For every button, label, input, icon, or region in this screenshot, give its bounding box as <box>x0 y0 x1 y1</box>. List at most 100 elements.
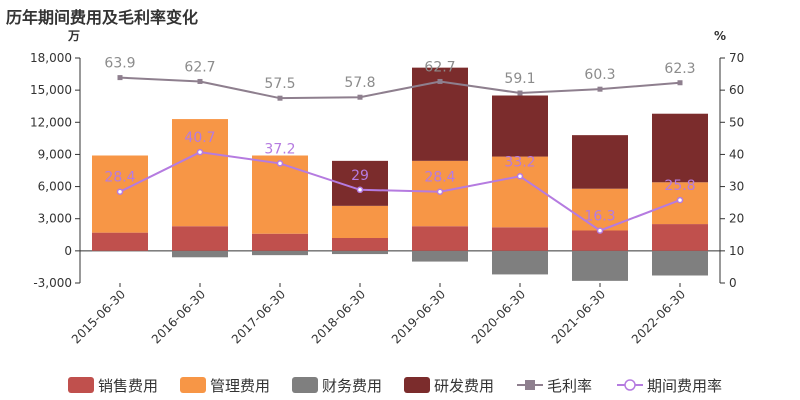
x-tick-label: 2022-06-30 <box>629 287 688 346</box>
line-point <box>596 227 604 234</box>
bar-segment <box>332 205 388 238</box>
y-right-tick-label: 0 <box>729 276 737 290</box>
y-right-tick-label: 20 <box>729 212 744 226</box>
legend-marker <box>624 379 636 391</box>
line-point <box>677 80 683 86</box>
line-point <box>436 188 444 195</box>
data-label: 28.4 <box>424 170 455 186</box>
y-right-tick-label: 40 <box>729 147 744 161</box>
y-right-tick-label: 30 <box>729 180 744 194</box>
data-label: 40.7 <box>184 130 215 146</box>
line-point <box>276 160 284 167</box>
y-left-tick-label: 12,000 <box>30 115 72 129</box>
line-point <box>597 86 603 92</box>
bar-segment <box>252 250 308 256</box>
data-label: 33.2 <box>504 154 535 170</box>
line-point <box>517 90 523 96</box>
data-label: 57.5 <box>264 76 295 92</box>
data-label: 62.3 <box>664 61 695 77</box>
data-label: 57.8 <box>344 75 375 91</box>
line-series <box>119 76 681 100</box>
bars-group <box>92 67 708 281</box>
y-left-unit: 万 <box>67 29 80 43</box>
chart-title: 历年期间费用及毛利率变化 <box>6 8 199 27</box>
y-left-tick-label: 15,000 <box>30 83 72 97</box>
x-tick-label: 2017-06-30 <box>229 287 288 346</box>
legend-label: 销售费用 <box>98 377 158 395</box>
legend-label: 研发费用 <box>434 377 494 395</box>
legend-swatch <box>68 377 94 393</box>
data-label: 63.9 <box>104 56 135 72</box>
bar-segment <box>252 155 308 234</box>
data-label: 62.7 <box>424 59 455 75</box>
bar-segment <box>572 250 628 281</box>
line-point <box>196 148 204 156</box>
bar-segment <box>412 226 468 251</box>
y-right-tick-label: 70 <box>729 51 744 65</box>
line-point <box>197 78 203 84</box>
legend-label: 财务费用 <box>322 377 382 395</box>
bar-segment <box>652 250 708 276</box>
x-tick-label: 2016-06-30 <box>149 287 208 346</box>
line-series <box>119 151 681 232</box>
y-left-tick-label: 9,000 <box>38 147 72 161</box>
legend-swatch <box>292 377 318 393</box>
bar-segment <box>492 250 548 275</box>
data-label: 29 <box>351 168 369 184</box>
line-point <box>356 186 364 194</box>
bar-segment <box>332 238 388 251</box>
bar-segment <box>652 224 708 251</box>
bar-segment <box>172 119 228 227</box>
legend-swatch <box>180 377 206 393</box>
bar-segment <box>492 227 548 251</box>
x-tick-label: 2018-06-30 <box>309 287 368 346</box>
bar-segment <box>652 113 708 183</box>
data-label: 60.3 <box>584 67 615 83</box>
data-labels-group: 63.9 62.7 57.5 57.8 62.7 59.1 60.3 62.3 28.4 40.7… <box>104 56 695 225</box>
y-left-tick-label: 3,000 <box>38 212 72 226</box>
legend-label: 毛利率 <box>547 377 592 395</box>
y-right-tick-label: 60 <box>729 83 744 97</box>
bar-segment <box>332 250 388 255</box>
line-point <box>277 95 283 101</box>
x-tick-label: 2020-06-30 <box>469 287 528 346</box>
y-left-tick-label: 18,000 <box>30 51 72 65</box>
bar-segment <box>92 250 148 252</box>
y-right-tick-label: 50 <box>729 115 744 129</box>
x-tick-label: 2019-06-30 <box>389 287 448 346</box>
bar-segment <box>492 95 548 157</box>
bar-segment <box>572 230 628 251</box>
line-point <box>117 75 123 81</box>
y-left-tick-label: 6,000 <box>38 180 72 194</box>
bar-segment <box>492 156 548 228</box>
x-tick-label: 2015-06-30 <box>69 287 128 346</box>
bar-segment <box>252 233 308 251</box>
bar-segment <box>572 135 628 189</box>
y-right-unit: % <box>714 29 726 43</box>
y-right-tick-label: 10 <box>729 244 744 258</box>
data-label: 37.2 <box>264 141 295 157</box>
legend-swatch <box>404 377 430 393</box>
data-label: 25.8 <box>664 178 695 194</box>
lines-group <box>116 75 684 234</box>
legend-label: 期间费用率 <box>647 377 722 395</box>
legend-marker <box>525 380 535 390</box>
line-point <box>676 196 684 204</box>
line-point <box>437 78 443 84</box>
line-point <box>116 188 124 195</box>
bar-segment <box>92 232 148 251</box>
line-point <box>357 94 363 100</box>
x-tick-labels-group: 2015-06-30 2016-06-30 2017-06-30 2018-06-30… <box>69 283 688 346</box>
y-left-tick-label: -3,000 <box>33 276 72 290</box>
x-tick-label: 2021-06-30 <box>549 287 608 346</box>
bar-segment <box>412 250 468 262</box>
data-label: 28.4 <box>104 170 135 186</box>
legend-label: 管理费用 <box>210 377 270 395</box>
y-left-tick-label: 0 <box>64 244 72 258</box>
data-label: 62.7 <box>184 59 215 75</box>
bar-segment <box>172 226 228 251</box>
line-point <box>516 173 524 180</box>
bar-segment <box>172 250 228 258</box>
legend-group: 销售费用 管理费用 财务费用 研发费用 毛利率 期间费用率 <box>68 377 722 395</box>
